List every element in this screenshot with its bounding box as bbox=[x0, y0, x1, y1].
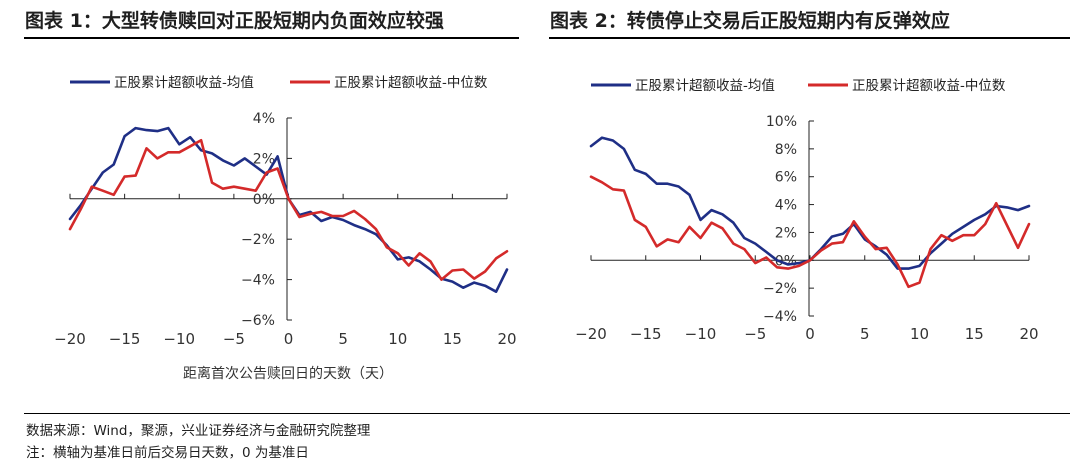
chart2-title: 图表 2：转债停止交易后正股短期内有反弹效应 bbox=[550, 10, 950, 32]
chart2-x-tick-label: −5 bbox=[744, 325, 766, 343]
chart1-x-tick-label: −10 bbox=[163, 330, 195, 348]
chart2-title-rule bbox=[549, 37, 1070, 39]
chart2-y-tick-label: 2% bbox=[775, 225, 797, 241]
chart2-y-tick-label: 6% bbox=[775, 170, 797, 186]
chart1-x-axis-title: 距离首次公告赎回日的天数（天） bbox=[183, 365, 393, 382]
chart1-y-tick-label: −2% bbox=[241, 232, 275, 248]
chart1-y-tick-label: 2% bbox=[253, 151, 275, 167]
chart1-x-tick-label: 5 bbox=[338, 330, 348, 348]
chart1-series-median-line bbox=[68, 138, 509, 281]
chart1-title-rule bbox=[24, 37, 519, 39]
chart2-x-tick-label: −10 bbox=[685, 325, 717, 343]
chart1-y-tick-label: 4% bbox=[253, 111, 275, 127]
footer-rule bbox=[24, 413, 1070, 414]
chart2-x-tick-label: 20 bbox=[1019, 325, 1038, 343]
chart2-x-tick-label: −15 bbox=[630, 325, 662, 343]
chart1-x-tick-label: −5 bbox=[223, 330, 245, 348]
chart2-legend-label-median: 正股累计超额收益-中位数 bbox=[852, 78, 1006, 94]
chart1-y-tick-label: −6% bbox=[241, 313, 275, 329]
chart2-y-tick-label: 8% bbox=[775, 142, 797, 158]
chart2-x-tick-label: 10 bbox=[910, 325, 929, 343]
chart2-series-mean-line bbox=[589, 136, 1031, 270]
chart1-x-tick-label: 15 bbox=[443, 330, 462, 348]
chart2-x-tick-label: 15 bbox=[965, 325, 984, 343]
chart1-x-tick-label: −20 bbox=[54, 330, 86, 348]
chart1-x-tick-label: 10 bbox=[388, 330, 407, 348]
chart2-legend-label-mean: 正股累计超额收益-均值 bbox=[635, 78, 775, 94]
chart1-y-tick-label: 0% bbox=[253, 192, 275, 208]
chart2-x-tick-label: 5 bbox=[860, 325, 870, 343]
axis-note: 注：横轴为基准日前后交易日天数，0 为基准日 bbox=[26, 445, 309, 461]
chart1-series-mean-line bbox=[68, 126, 509, 294]
source-note: 数据来源：Wind，聚源，兴业证券经济与金融研究院整理 bbox=[26, 423, 371, 439]
chart1-legend-label-mean: 正股累计超额收益-均值 bbox=[114, 75, 254, 91]
chart2-y-tick-label: −4% bbox=[763, 309, 797, 325]
chart1-x-tick-label: 0 bbox=[284, 330, 294, 348]
chart2-y-tick-label: 10% bbox=[766, 114, 797, 130]
chart2-series-median-line bbox=[589, 175, 1031, 289]
chart2-y-tick-label: −2% bbox=[763, 281, 797, 297]
chart2-x-tick-label: 0 bbox=[805, 325, 815, 343]
chart1-legend-label-median: 正股累计超额收益-中位数 bbox=[334, 75, 488, 91]
chart2-y-tick-label: 4% bbox=[775, 198, 797, 214]
chart1-x-tick-label: −15 bbox=[109, 330, 141, 348]
chart2-x-tick-label: −20 bbox=[575, 325, 607, 343]
chart1-title: 图表 1：大型转债赎回对正股短期内负面效应较强 bbox=[25, 10, 444, 32]
chart1-x-tick-label: 20 bbox=[497, 330, 516, 348]
chart1-y-tick-label: −4% bbox=[241, 273, 275, 289]
